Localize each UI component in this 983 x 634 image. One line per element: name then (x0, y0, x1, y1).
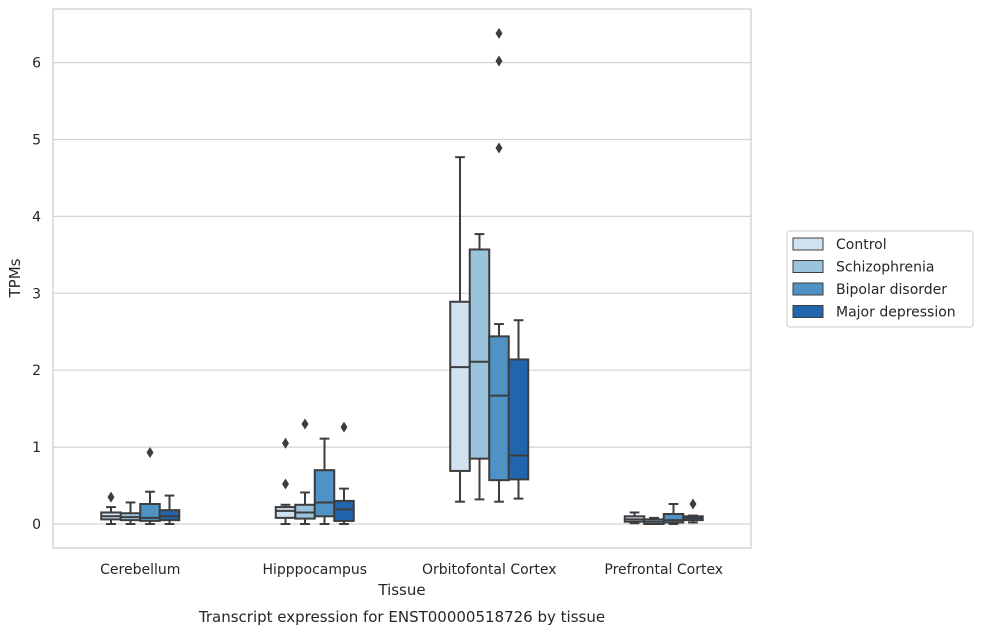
box-bipolar-disorder (662, 503, 685, 525)
outlier-point (495, 142, 503, 154)
iqr-box (468, 248, 491, 460)
legend-swatch (792, 305, 824, 318)
y-tick-label: 5 (32, 133, 41, 149)
box-control (449, 156, 471, 503)
box-major-depression (507, 319, 530, 500)
legend-label: Schizophrenia (836, 260, 934, 276)
x-tick-label: Hipppocampus (262, 562, 367, 578)
y-tick-label: 6 (32, 56, 41, 72)
box-major-depression (682, 498, 704, 524)
boxes (100, 27, 704, 525)
y-tick-labels: 0 1 2 3 4 5 6 (32, 56, 41, 533)
box-schizophrenia (468, 233, 491, 501)
box-schizophrenia (119, 501, 142, 525)
x-tick-label: Prefrontal Cortex (604, 562, 723, 578)
y-tick-label: 1 (32, 440, 41, 456)
box-bipolar-disorder (139, 446, 161, 525)
outlier-point (107, 491, 115, 503)
iqr-box (158, 509, 181, 522)
y-axis-title: TPMs (6, 258, 24, 298)
legend-label: Control (836, 237, 887, 253)
iqr-box (507, 358, 530, 481)
box-control (274, 437, 297, 525)
iqr-box (449, 300, 471, 472)
iqr-box (313, 469, 336, 518)
box-control (100, 491, 122, 525)
x-axis-title: Tissue (377, 581, 425, 599)
plot-frame (52, 8, 752, 549)
box-schizophrenia (294, 418, 316, 525)
grid-lines (53, 61, 751, 525)
box-control (623, 511, 646, 525)
iqr-box (488, 335, 510, 482)
x-tick-label: Cerebellum (100, 562, 180, 578)
box-bipolar-disorder (313, 437, 336, 525)
box-major-depression (333, 421, 355, 525)
box-bipolar-disorder (488, 27, 510, 503)
outlier-point (495, 27, 503, 39)
outlier-point (495, 55, 503, 67)
box-major-depression (158, 494, 181, 525)
outlier-point (146, 446, 154, 458)
outlier-point (282, 478, 289, 490)
x-tick-label: Orbitofontal Cortex (422, 562, 557, 578)
y-tick-label: 4 (32, 209, 41, 225)
legend-swatch (792, 237, 824, 251)
legend-swatch (792, 260, 824, 273)
legend-label: Bipolar disorder (836, 282, 947, 298)
outlier-point (689, 498, 697, 510)
legend: Control Schizophrenia Bipolar disorder Majo… (786, 230, 974, 328)
iqr-box (333, 499, 355, 522)
legend-label: Major depression (836, 305, 956, 321)
legend-swatch (792, 282, 824, 296)
y-tick-label: 0 (32, 517, 41, 533)
outlier-point (282, 437, 289, 449)
x-tick-labels: Cerebellum Hipppocampus Orbitofontal Corte… (100, 562, 723, 578)
box-schizophrenia (643, 516, 665, 525)
iqr-box (662, 513, 685, 524)
y-tick-label: 2 (32, 363, 41, 379)
outlier-point (301, 418, 309, 430)
iqr-box (274, 506, 297, 519)
outlier-point (340, 421, 348, 433)
chart-caption: Transcript expression for ENST0000051872… (198, 608, 605, 626)
y-tick-label: 3 (32, 286, 41, 302)
legend-frame (786, 230, 974, 328)
